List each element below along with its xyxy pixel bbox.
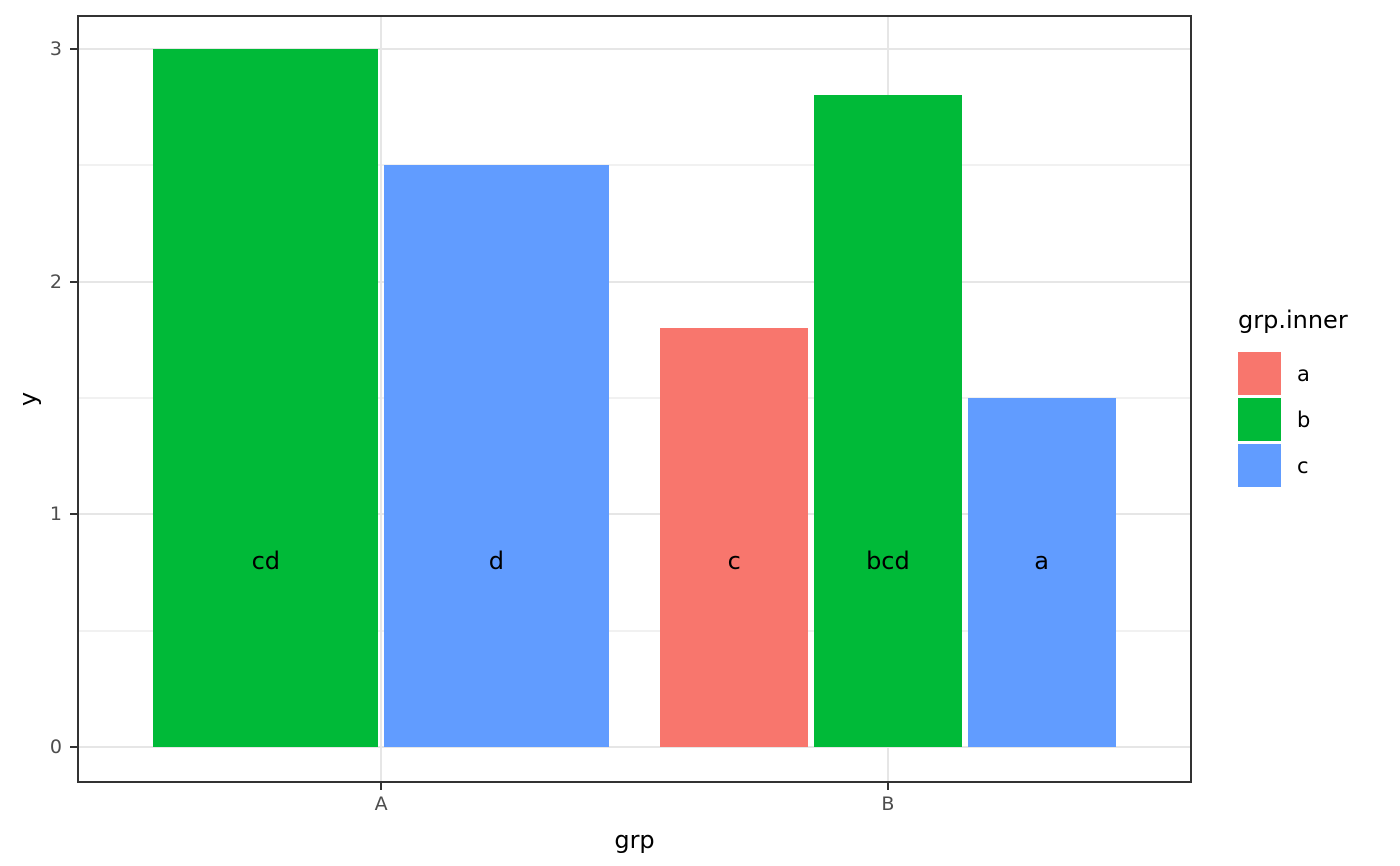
bar-label: bcd (866, 546, 910, 575)
x-tick-label: B (881, 793, 895, 815)
gridline-major-x (380, 15, 383, 783)
y-axis-title: y (14, 391, 42, 407)
x-axis-tick (886, 783, 889, 790)
bar-B-c (967, 397, 1116, 747)
y-axis-tick (70, 746, 77, 748)
bar-B-b (814, 95, 962, 747)
y-tick-label: 0 (49, 736, 62, 758)
x-axis-title: grp (614, 826, 655, 854)
legend-label: a (1297, 361, 1310, 386)
legend-title: grp.inner (1238, 306, 1348, 334)
gridline-major-y (77, 280, 1192, 283)
bar-A-c (384, 165, 609, 747)
y-axis-tick (70, 47, 77, 50)
legend-item: a (1238, 352, 1398, 395)
y-axis-tick (70, 280, 77, 283)
legend-item: b (1238, 398, 1398, 441)
bar-label: d (488, 546, 505, 575)
gridline-minor-y (77, 629, 1192, 632)
bar-label: c (727, 546, 741, 575)
gridline-major-y (77, 746, 1192, 748)
legend-item: c (1238, 444, 1398, 487)
legend-label: b (1297, 407, 1311, 432)
legend-swatch-b (1238, 398, 1281, 441)
y-axis-tick (70, 513, 77, 516)
legend-swatch-c (1238, 444, 1281, 487)
x-tick-label: A (374, 793, 388, 815)
gridline-minor-y (77, 164, 1192, 167)
legend-label: c (1297, 453, 1309, 478)
bar-B-a (660, 328, 809, 747)
y-tick-label: 2 (49, 270, 62, 293)
gridline-minor-y (77, 396, 1192, 399)
x-axis-tick (380, 783, 383, 790)
bar-label: a (1034, 546, 1049, 575)
gridline-major-y (77, 47, 1192, 50)
bar-A-b (153, 48, 379, 747)
gridline-major-y (77, 513, 1192, 516)
plot-panel: cd d c bcd a (77, 15, 1192, 783)
bar-label: cd (251, 546, 280, 575)
y-tick-label: 1 (49, 503, 62, 526)
y-tick-label: 3 (49, 37, 62, 60)
legend-swatch-a (1238, 352, 1281, 395)
